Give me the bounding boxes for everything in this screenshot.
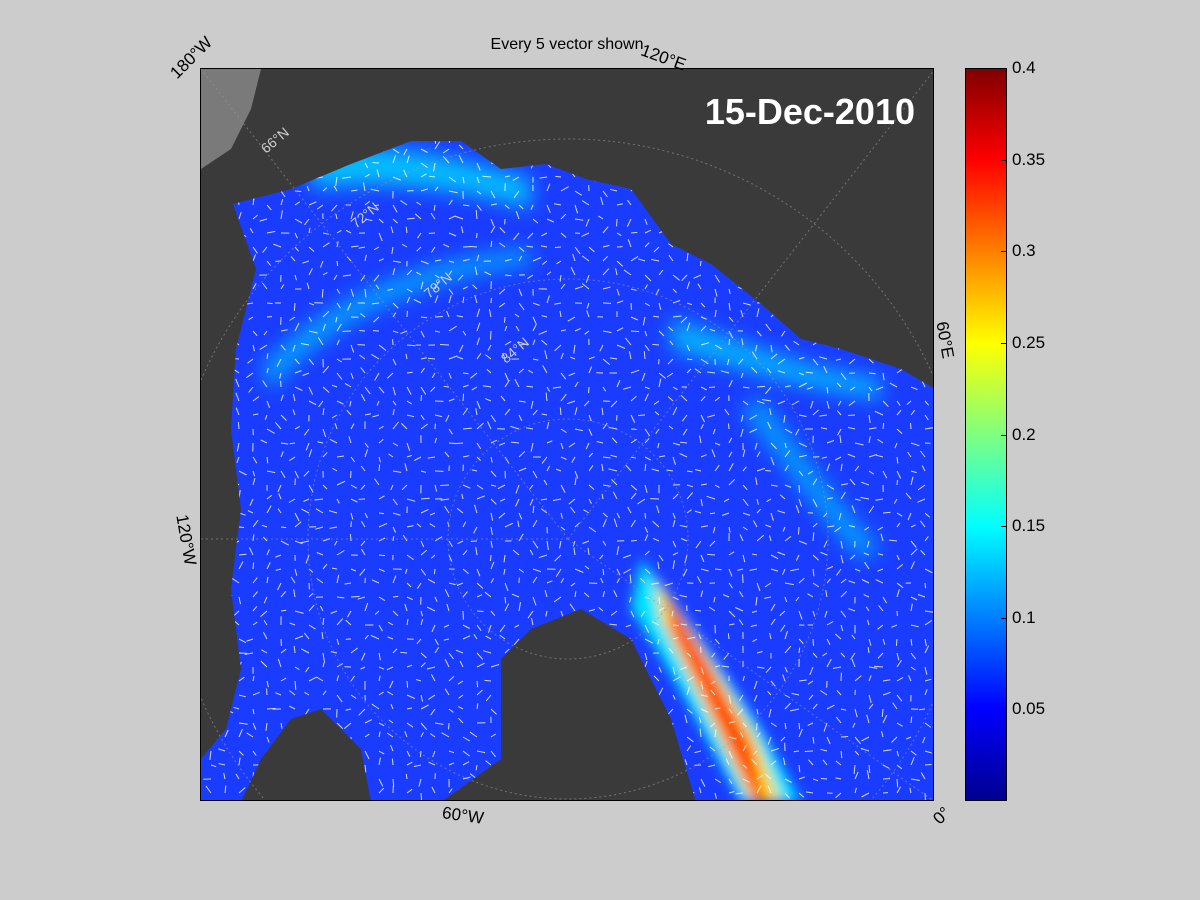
- date-label: 15-Dec-2010: [704, 91, 915, 132]
- velocity-vectors: [202, 141, 933, 800]
- colorbar-tick-mark: [1001, 342, 1007, 344]
- colorbar-tick-label: 0.35: [1012, 149, 1046, 169]
- colorbar-tick-mark: [1001, 709, 1007, 711]
- colorbar-tick-label: 0.05: [1012, 699, 1046, 719]
- colorbar-tick-label: 0.4: [1012, 58, 1036, 77]
- lon-label-60e: 60°E: [932, 320, 958, 360]
- colorbar: [965, 68, 1007, 801]
- colorbar-tick-mark: [1001, 526, 1007, 528]
- colorbar-tick-mark: [1001, 617, 1007, 619]
- colorbar-tick-label: 0.15: [1012, 516, 1046, 536]
- map-canvas: 66°N 72°N 78°N 84°N: [201, 69, 933, 800]
- lon-label-60w: 60°W: [440, 803, 485, 828]
- lon-label-0: 0°: [929, 803, 955, 829]
- colorbar-tick-label: 0.2: [1012, 424, 1036, 444]
- colorbar-tick-mark: [1001, 68, 1007, 69]
- colorbar-tick-mark: [1001, 434, 1007, 436]
- colorbar-tick-mark: [1001, 159, 1007, 161]
- colorbar-tick-mark: [1001, 251, 1007, 253]
- lon-label-120w: 120°W: [172, 513, 200, 567]
- sea-ice-velocity-map: 66°N 72°N 78°N 84°N 15-Dec-2010: [200, 68, 934, 801]
- graticule: [201, 69, 933, 800]
- colorbar-tick-label: 0.3: [1012, 241, 1036, 261]
- land-shade: [201, 69, 261, 169]
- colorbar-tick-label: 0.25: [1012, 332, 1046, 352]
- plot-title: Every 5 vector shown: [490, 36, 644, 53]
- colorbar-tick-label: 0.1: [1012, 607, 1036, 627]
